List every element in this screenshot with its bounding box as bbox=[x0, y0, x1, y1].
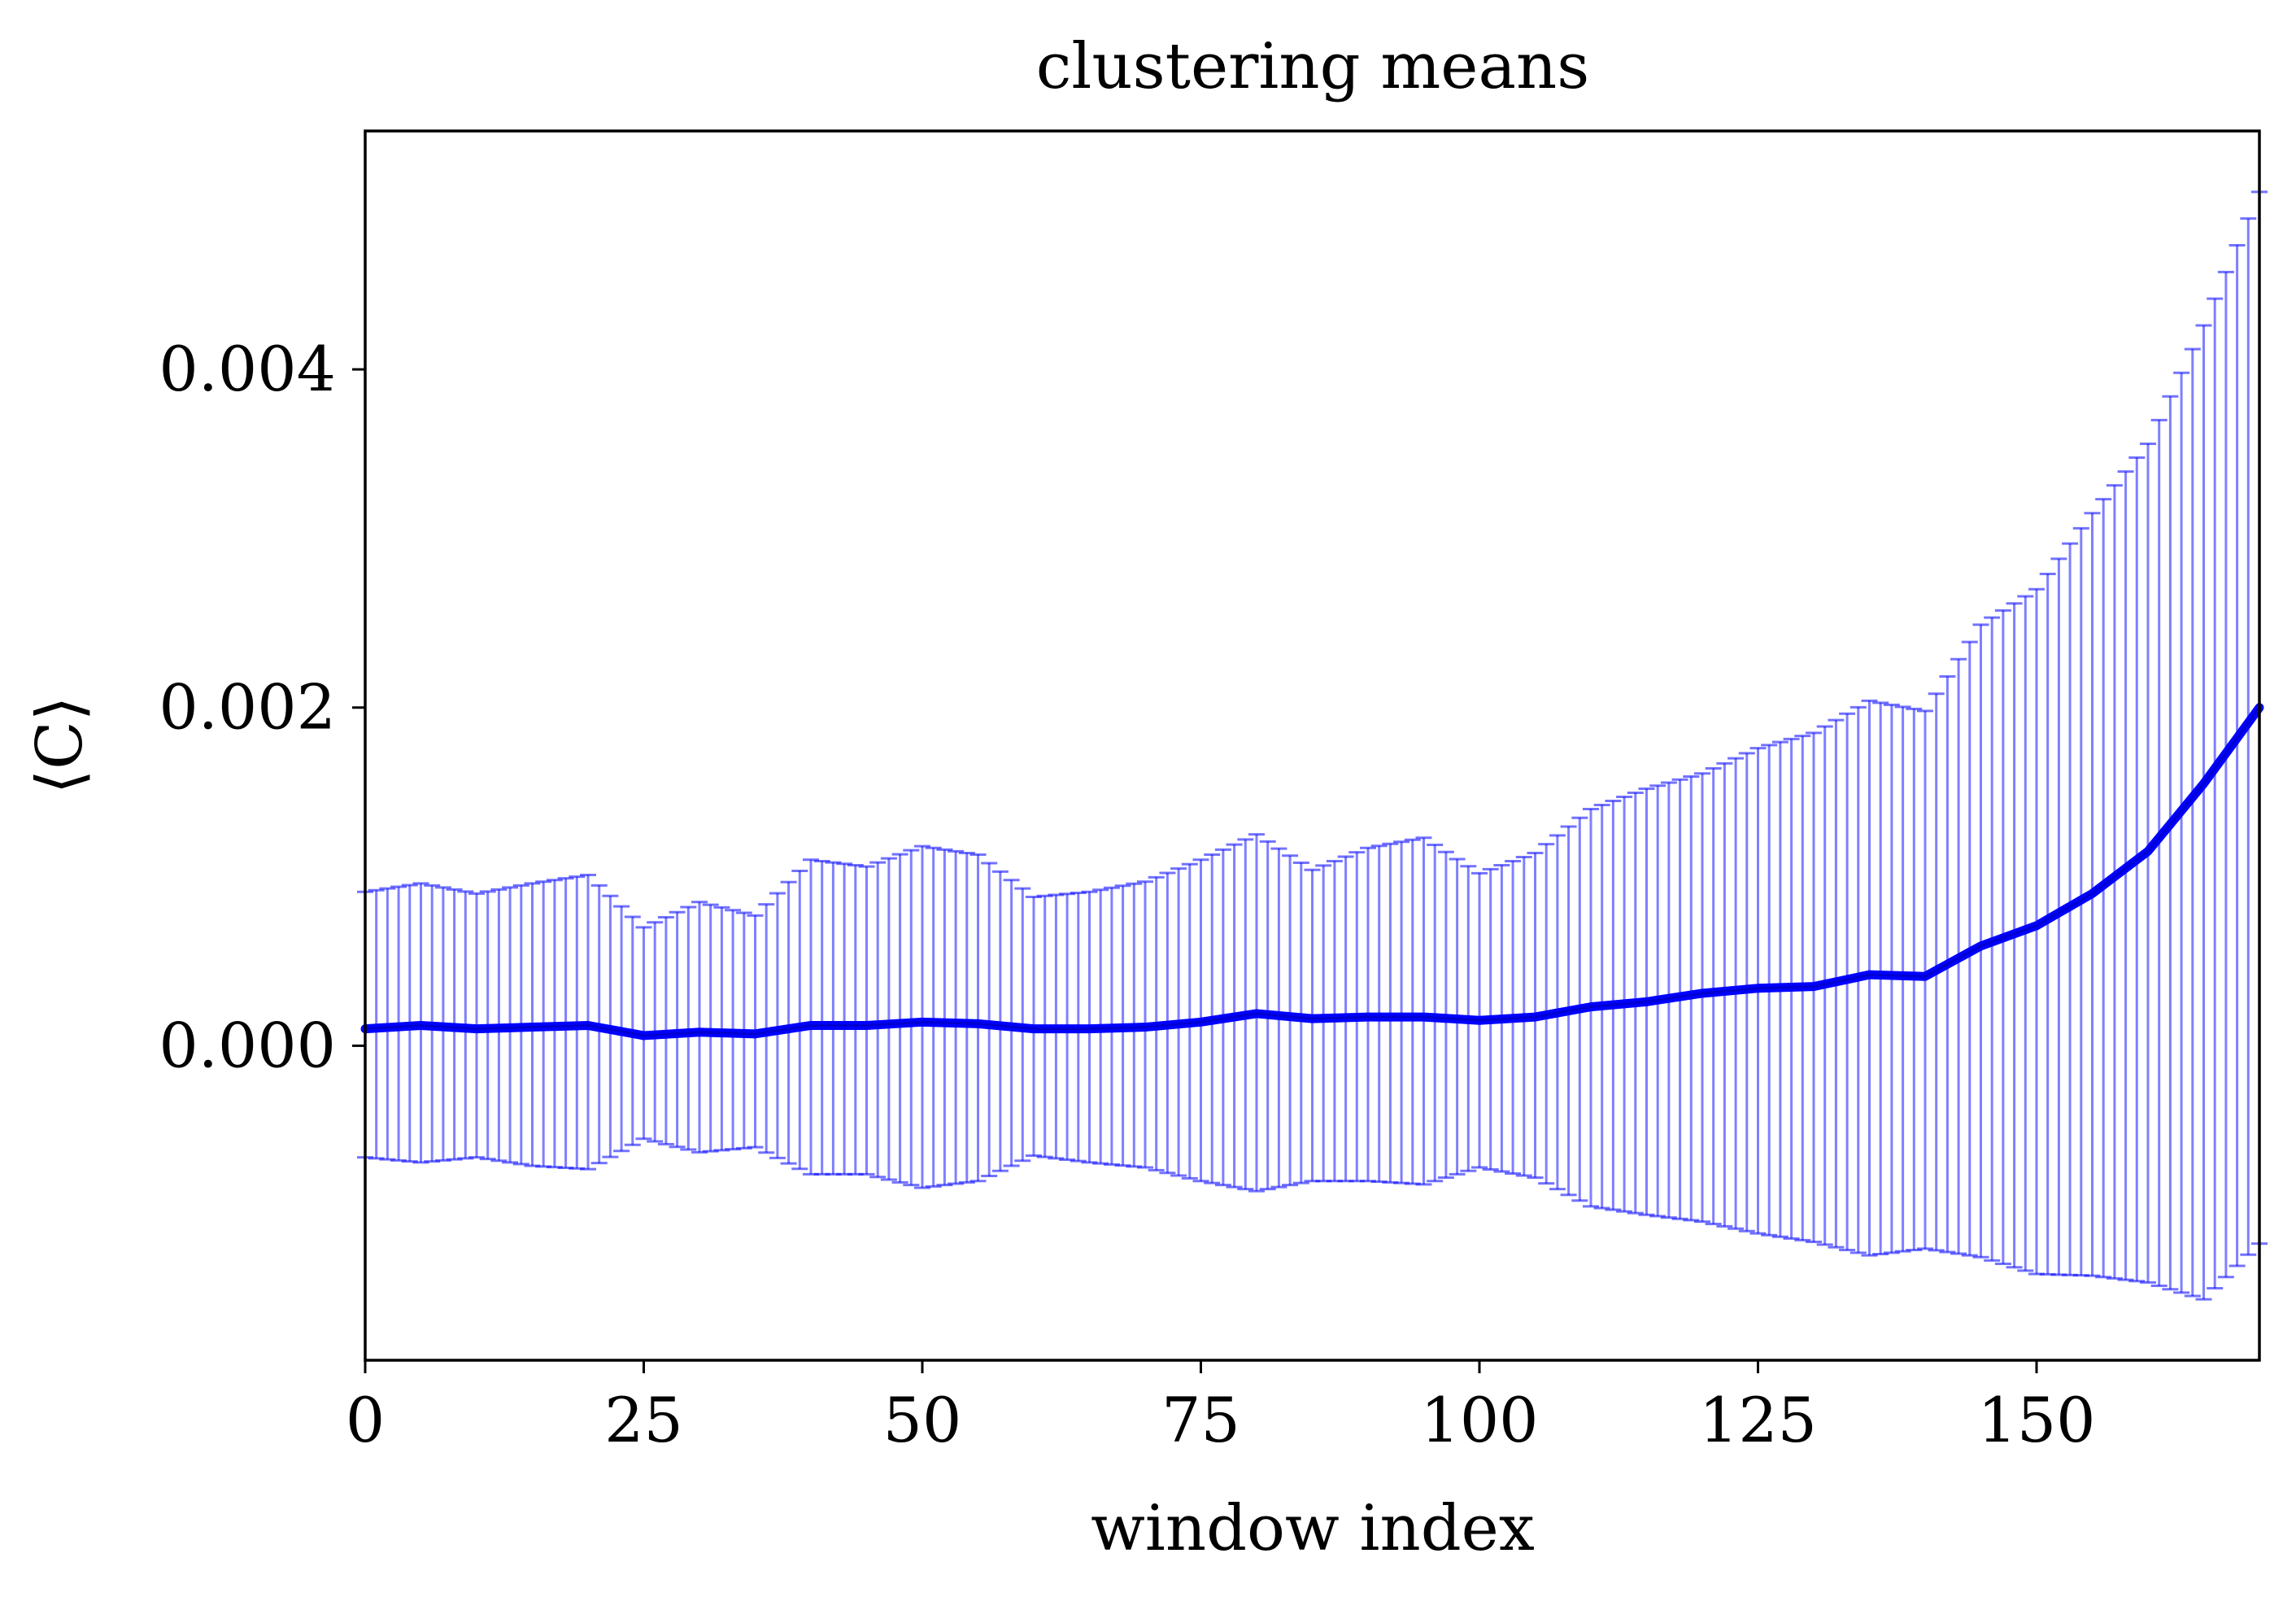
plot-area-frame bbox=[364, 129, 2261, 1362]
y-axis: 0.000 0.002 0.004 bbox=[159, 333, 365, 1081]
x-tick-label: 125 bbox=[1699, 1384, 1817, 1456]
y-tick-label: 0.002 bbox=[159, 671, 336, 744]
errorbar-group bbox=[357, 190, 2268, 1301]
x-tick-label: 100 bbox=[1420, 1384, 1538, 1456]
x-tick-label: 0 bbox=[346, 1384, 385, 1456]
x-tick-label: 150 bbox=[1977, 1384, 2095, 1456]
series-group bbox=[360, 703, 2264, 1041]
x-axis: 0 25 50 75 100 125 150 bbox=[346, 1360, 2096, 1456]
chart-title: clustering means bbox=[1036, 30, 1589, 103]
x-tick-label: 25 bbox=[604, 1384, 683, 1456]
x-axis-title: window index bbox=[1091, 1492, 1535, 1565]
y-tick-label: 0.000 bbox=[159, 1009, 336, 1081]
series-line-core bbox=[364, 706, 2261, 1037]
y-tick-label: 0.004 bbox=[159, 333, 336, 405]
x-tick-label: 50 bbox=[883, 1384, 962, 1456]
x-tick-label: 75 bbox=[1161, 1384, 1240, 1456]
y-axis-title: ⟨C⟩ bbox=[24, 696, 97, 795]
